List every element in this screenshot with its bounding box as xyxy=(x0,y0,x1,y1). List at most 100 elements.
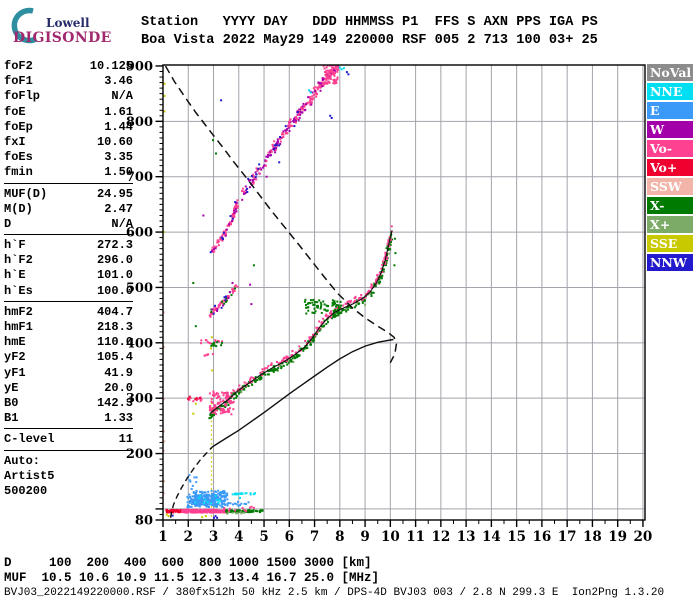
param-value: 404.7 xyxy=(96,304,133,319)
legend-item-nnw: NNW xyxy=(647,254,693,271)
panel-footer-line: 500200 xyxy=(4,483,48,498)
echo-cluster-vom xyxy=(181,508,228,514)
svg-text:18: 18 xyxy=(583,529,602,545)
param-value: 100.0 xyxy=(96,283,133,298)
parameter-section: MUF(D) 24.95 M(D) 2.47 D N/A xyxy=(4,187,133,236)
svg-text:16: 16 xyxy=(533,529,552,545)
param-label: M(D) xyxy=(4,201,33,216)
param-label: B0 xyxy=(4,395,19,410)
param-row-b0: B0 142.3 xyxy=(4,396,133,411)
svg-text:17: 17 xyxy=(558,529,577,545)
parameter-section: hmF2 404.7 hmF1 218.3 hmE 110.0 yF2 105.4 yF1 41.… xyxy=(4,305,133,430)
echo-cluster-nnw xyxy=(212,295,227,315)
param-value: 1.44 xyxy=(104,119,133,134)
svg-text:80: 80 xyxy=(135,514,153,529)
svg-text:8: 8 xyxy=(335,529,344,545)
param-value: 2.47 xyxy=(104,201,133,216)
echo-cluster-vom xyxy=(208,390,235,416)
param-row-fmin: fmin 1.50 xyxy=(4,165,133,180)
param-label: yF1 xyxy=(4,365,26,380)
param-label: foFlp xyxy=(4,89,41,104)
legend-item-x: X- xyxy=(647,197,693,214)
legend-item-sse: SSE xyxy=(647,235,693,252)
echo-cluster-vom xyxy=(322,65,340,86)
echo-cluster-sse xyxy=(163,82,214,519)
echo-scatter-layer xyxy=(163,65,397,519)
param-row-fxi: fxI 10.60 xyxy=(4,135,133,150)
param-row-fof1: foF1 3.46 xyxy=(4,74,133,89)
param-row-d: D N/A xyxy=(4,217,133,232)
echo-cluster-xp xyxy=(226,510,246,515)
param-value: 41.9 xyxy=(104,365,133,380)
param-label: h`E xyxy=(4,268,26,283)
param-label: fmin xyxy=(4,165,33,180)
legend-item-w: W xyxy=(647,121,693,138)
direction-color-legend: NoVal NNE E W Vo- Vo+ SSW X- X+ SSE NNW xyxy=(647,64,695,273)
echo-cluster-nnw xyxy=(273,111,299,150)
param-row-foes: foEs 3.35 xyxy=(4,150,133,165)
legend-item-nne: NNE xyxy=(647,83,693,100)
param-value: 1.50 xyxy=(104,165,133,180)
grid-layer xyxy=(163,65,645,520)
param-value: 272.3 xyxy=(96,238,133,253)
echo-cluster-w xyxy=(202,175,268,306)
echo-cluster-vom xyxy=(223,505,255,513)
svg-text:200: 200 xyxy=(126,447,153,462)
param-row-hes: h`Es 100.0 xyxy=(4,284,133,299)
param-label: h`F2 xyxy=(4,253,33,268)
param-label: foEp xyxy=(4,119,33,134)
param-value: 1.61 xyxy=(104,104,133,119)
echo-cluster-vom xyxy=(200,339,224,345)
svg-text:6: 6 xyxy=(285,529,294,545)
param-row-fof2: foF2 10.125 xyxy=(4,59,133,74)
echo-cluster-nne xyxy=(239,66,345,499)
param-row-md: M(D) 2.47 xyxy=(4,202,133,217)
svg-text:10: 10 xyxy=(381,529,400,545)
param-row-clevel: C-level 11 xyxy=(4,432,133,447)
logo-crescent-icon xyxy=(11,7,38,44)
svg-text:7: 7 xyxy=(310,529,319,545)
lowell-digisonde-logo: Lowell DIGISONDE xyxy=(2,4,132,48)
echo-cluster-vom xyxy=(271,109,301,151)
svg-text:300: 300 xyxy=(126,392,153,407)
param-value: 11 xyxy=(118,432,133,447)
echo-cluster-nnw xyxy=(171,71,350,519)
bottomside-profile-dashed-line xyxy=(169,446,213,518)
echo-cluster-vom xyxy=(211,199,239,253)
param-value: 24.95 xyxy=(96,186,133,201)
svg-text:400: 400 xyxy=(126,336,153,351)
svg-text:900: 900 xyxy=(126,59,153,74)
echo-cluster-vom xyxy=(203,353,214,357)
svg-text:5: 5 xyxy=(259,529,268,545)
param-value: 142.3 xyxy=(96,395,133,410)
legend-item-vo: Vo- xyxy=(647,140,693,157)
param-value: N/A xyxy=(111,216,133,231)
logo-text-digisonde: DIGISONDE xyxy=(13,30,112,46)
parameter-section: foF2 10.125 foF1 3.46 foFlp N/A foE 1.61 foEp 1.4… xyxy=(4,59,133,184)
param-label: h`F xyxy=(4,238,26,253)
param-row-hmf2: hmF2 404.7 xyxy=(4,305,133,320)
svg-text:500: 500 xyxy=(126,281,153,296)
muf-row: MUF 10.5 10.6 10.9 11.5 12.3 13.4 16.7 2… xyxy=(4,571,380,585)
param-value: 218.3 xyxy=(96,320,133,334)
param-label: D xyxy=(4,216,12,231)
param-row-he: h`E 101.0 xyxy=(4,268,133,283)
svg-text:600: 600 xyxy=(126,226,153,241)
svg-text:20: 20 xyxy=(634,529,653,545)
param-label: foF1 xyxy=(4,74,33,89)
param-row-hf: h`F 272.3 xyxy=(4,238,133,253)
echo-cluster-nnw xyxy=(246,163,261,193)
legend-item-e: E xyxy=(647,102,693,119)
header-values-row: Boa Vista 2022 May29 149 220000 RSF 005 … xyxy=(141,33,598,48)
param-row-yf1: yF1 41.9 xyxy=(4,366,133,381)
param-value: 20.0 xyxy=(104,380,133,395)
param-row-hme: hmE 110.0 xyxy=(4,335,133,350)
param-label: h`Es xyxy=(4,283,33,298)
param-label: foE xyxy=(4,104,26,119)
param-label: hmF1 xyxy=(4,320,33,334)
svg-text:19: 19 xyxy=(608,529,627,545)
param-row-foe: foE 1.61 xyxy=(4,105,133,120)
parameter-section: C-level 11 xyxy=(4,432,133,451)
echo-cluster-nne xyxy=(231,492,256,496)
